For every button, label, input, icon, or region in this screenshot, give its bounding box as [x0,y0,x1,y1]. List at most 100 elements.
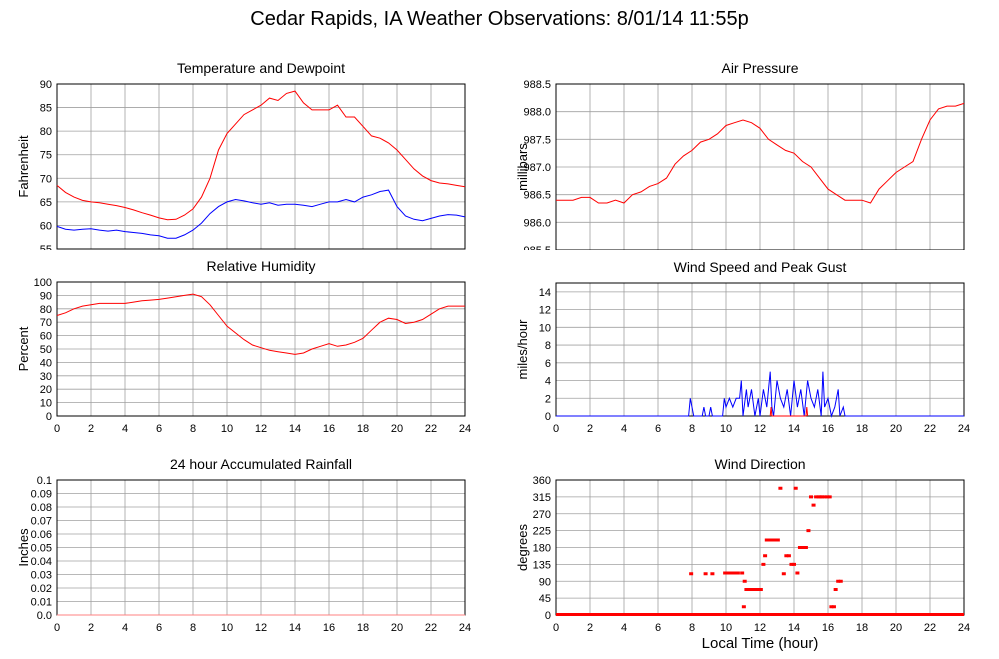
series-line-1 [769,407,809,417]
x-tick-label: 2 [587,622,593,634]
direction-point [822,495,827,499]
y-tick-label: 60 [40,331,52,343]
direction-point [814,495,819,499]
y-tick-label: 270 [533,509,551,521]
direction-point [795,571,800,575]
x-tick-label: 4 [621,622,627,634]
direction-point [725,571,730,575]
chart-title: Air Pressure [721,60,798,76]
y-tick-label: 90 [539,576,551,588]
direction-point [778,486,783,490]
direction-point [770,538,775,542]
y-tick-label: 85 [40,103,52,115]
x-tick-label: 20 [890,622,902,634]
y-tick-label: 360 [533,475,551,487]
y-tick-label: 75 [40,150,52,162]
y-tick-label: 135 [533,559,551,571]
y-axis-label: Fahrenheit [16,135,31,198]
x-tick-label: 22 [924,423,936,435]
wind-direction-chart: Wind Directiondegrees0459013518022527031… [515,456,970,634]
x-tick-label: 24 [459,423,471,435]
x-tick-label: 0 [54,622,60,634]
x-tick-label: 12 [754,622,766,634]
x-tick-label: 22 [924,622,936,634]
x-tick-label: 20 [890,423,902,435]
y-tick-label: 0.05 [31,543,52,555]
direction-point [763,554,768,558]
y-tick-label: 30 [40,371,52,383]
y-axis-label: degrees [515,524,530,571]
x-tick-label: 6 [156,423,162,435]
y-tick-label: 6 [545,358,551,370]
series-line-0 [56,293,465,355]
y-tick-label: 985.5 [523,245,551,250]
chart-title: Temperature and Dewpoint [177,60,345,76]
direction-point [728,571,733,575]
x-tick-label: 0 [54,423,60,435]
direction-point [829,605,834,609]
y-tick-label: 315 [533,492,551,504]
y-tick-label: 14 [539,287,551,299]
direction-point [773,538,778,542]
y-tick-label: 80 [40,304,52,316]
series-line-0 [556,371,964,418]
direction-point [753,588,758,591]
series-line-0 [556,102,965,204]
direction-point [764,538,769,542]
direction-point [730,571,735,575]
y-tick-label: 2 [545,393,551,405]
y-tick-label: 225 [533,526,551,538]
x-tick-label: 4 [122,622,128,634]
direction-point [833,588,838,591]
temperature-dewpoint-chart: Temperature and Dewpoint Fahrenheit 55 60 65… [16,60,466,250]
direction-point [792,562,796,566]
direction-point [820,495,825,499]
x-tick-label: 20 [391,423,403,435]
y-tick-label: 180 [533,543,551,555]
y-axis-label: Inches [16,528,31,567]
y-tick-label: 8 [545,340,551,352]
y-tick-label: 0.09 [31,489,52,501]
direction-point [703,572,708,576]
y-axis-label: miles/hour [515,319,530,380]
y-tick-label: 986.0 [523,217,551,229]
y-tick-label: 0 [545,610,551,622]
x-tick-label: 4 [621,423,627,435]
y-tick-label: 0.06 [31,529,52,541]
x-tick-label: 22 [425,622,437,634]
direction-point [710,572,715,576]
y-axis-label: Percent [16,326,31,371]
direction-point [775,538,780,542]
x-tick-label: 14 [788,622,800,634]
y-tick-label: 0.07 [31,516,52,528]
direction-point [789,562,794,566]
direction-point [761,562,766,566]
x-tick-label: 8 [689,423,695,435]
direction-point [781,572,786,576]
direction-point [768,538,773,542]
y-tick-label: 0.0 [37,610,52,622]
direction-point [740,571,745,575]
x-tick-label: 0 [553,622,559,634]
x-tick-label: 8 [190,622,196,634]
y-tick-label: 50 [40,344,52,356]
y-tick-label: 0.08 [31,502,52,514]
x-tick-label: 4 [122,423,128,435]
x-tick-label: 6 [655,423,661,435]
x-tick-label: 18 [357,622,369,634]
y-tick-label: 65 [40,197,52,209]
x-tick-label: 2 [88,423,94,435]
x-tick-label: 18 [856,622,868,634]
y-tick-label: 10 [40,398,52,410]
y-tick-label: 987.0 [523,162,551,174]
y-axis-label: millibars [515,143,530,191]
page-title: Cedar Rapids, IA Weather Observations: 8… [250,8,749,30]
x-tick-label: 14 [788,423,800,435]
x-tick-label: 16 [822,423,834,435]
y-tick-label: 70 [40,317,52,329]
plot-frame [56,281,466,417]
y-tick-label: 10 [539,322,551,334]
x-tick-label: 12 [255,622,267,634]
direction-point [809,495,813,499]
